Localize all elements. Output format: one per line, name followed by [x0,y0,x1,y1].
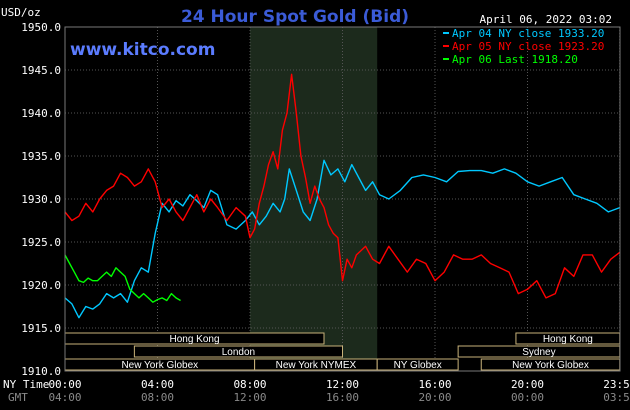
legend-entry: Apr 05 NY close 1923.20 [452,40,604,53]
x-tick-label-gmt: 12:00 [233,391,266,404]
session-label: New York Globex [512,360,589,371]
chart-title: 24 Hour Spot Gold (Bid) [181,7,409,27]
gmt-label: GMT [8,391,28,404]
x-time-label: NY Time [3,378,49,391]
unit-label: USD/oz [1,6,41,19]
x-tick-label-ny: 00:00 [48,378,81,391]
x-tick-label-gmt: 16:00 [326,391,359,404]
y-tick-label: 1930.0 [21,193,61,206]
x-tick-label-ny: 20:00 [511,378,544,391]
x-tick-label-ny: 16:00 [418,378,451,391]
x-tick-label-gmt: 00:00 [511,391,544,404]
y-tick-label: 1950.0 [21,21,61,34]
x-tick-label-ny: 12:00 [326,378,359,391]
x-tick-label-gmt: 20:00 [418,391,451,404]
series-line-1 [64,73,621,299]
site-url: www.kitco.com [70,40,215,60]
session-label: New York NYMEX [276,360,357,371]
x-tick-label-ny: 04:00 [141,378,174,391]
series-lines [64,73,621,319]
x-tick-label-gmt: 04:00 [48,391,81,404]
legend-entry: Apr 04 NY close 1933.20 [452,27,604,40]
x-tick-label-gmt: 08:00 [141,391,174,404]
y-tick-label: 1935.0 [21,150,61,163]
x-tick-label-ny: 23:59 [603,378,630,391]
legend-entry: Apr 06 Last 1918.20 [452,53,578,66]
session-label: London [222,347,255,358]
session-label: NY Globex [394,360,442,371]
axes: 1950.0 1945.0 1940.0 1935.0 1930.0 1925.0 1920… [21,21,630,404]
session-bar [133,345,343,358]
x-tick-label-ny: 08:00 [233,378,266,391]
session-label: New York Globex [121,360,198,371]
session-label: Hong Kong [169,334,219,345]
x-tick-label-gmt: 03:59 [603,391,630,404]
y-tick-label: 1910.0 [21,365,61,378]
y-tick-label: 1945.0 [21,64,61,77]
session-label: Hong Kong [543,334,593,345]
nymex-highlight [250,27,378,371]
date-label: April 06, 2022 03:02 [480,13,612,26]
y-tick-label: 1920.0 [21,279,61,292]
plot-frame [64,26,621,372]
session-label: Sydney [522,347,555,358]
y-tick-label: 1940.0 [21,107,61,120]
y-tick-label: 1915.0 [21,322,61,335]
series-line-2 [64,254,181,303]
session-bar [376,358,459,371]
series-line-0 [64,159,621,319]
y-tick-label: 1925.0 [21,236,61,249]
